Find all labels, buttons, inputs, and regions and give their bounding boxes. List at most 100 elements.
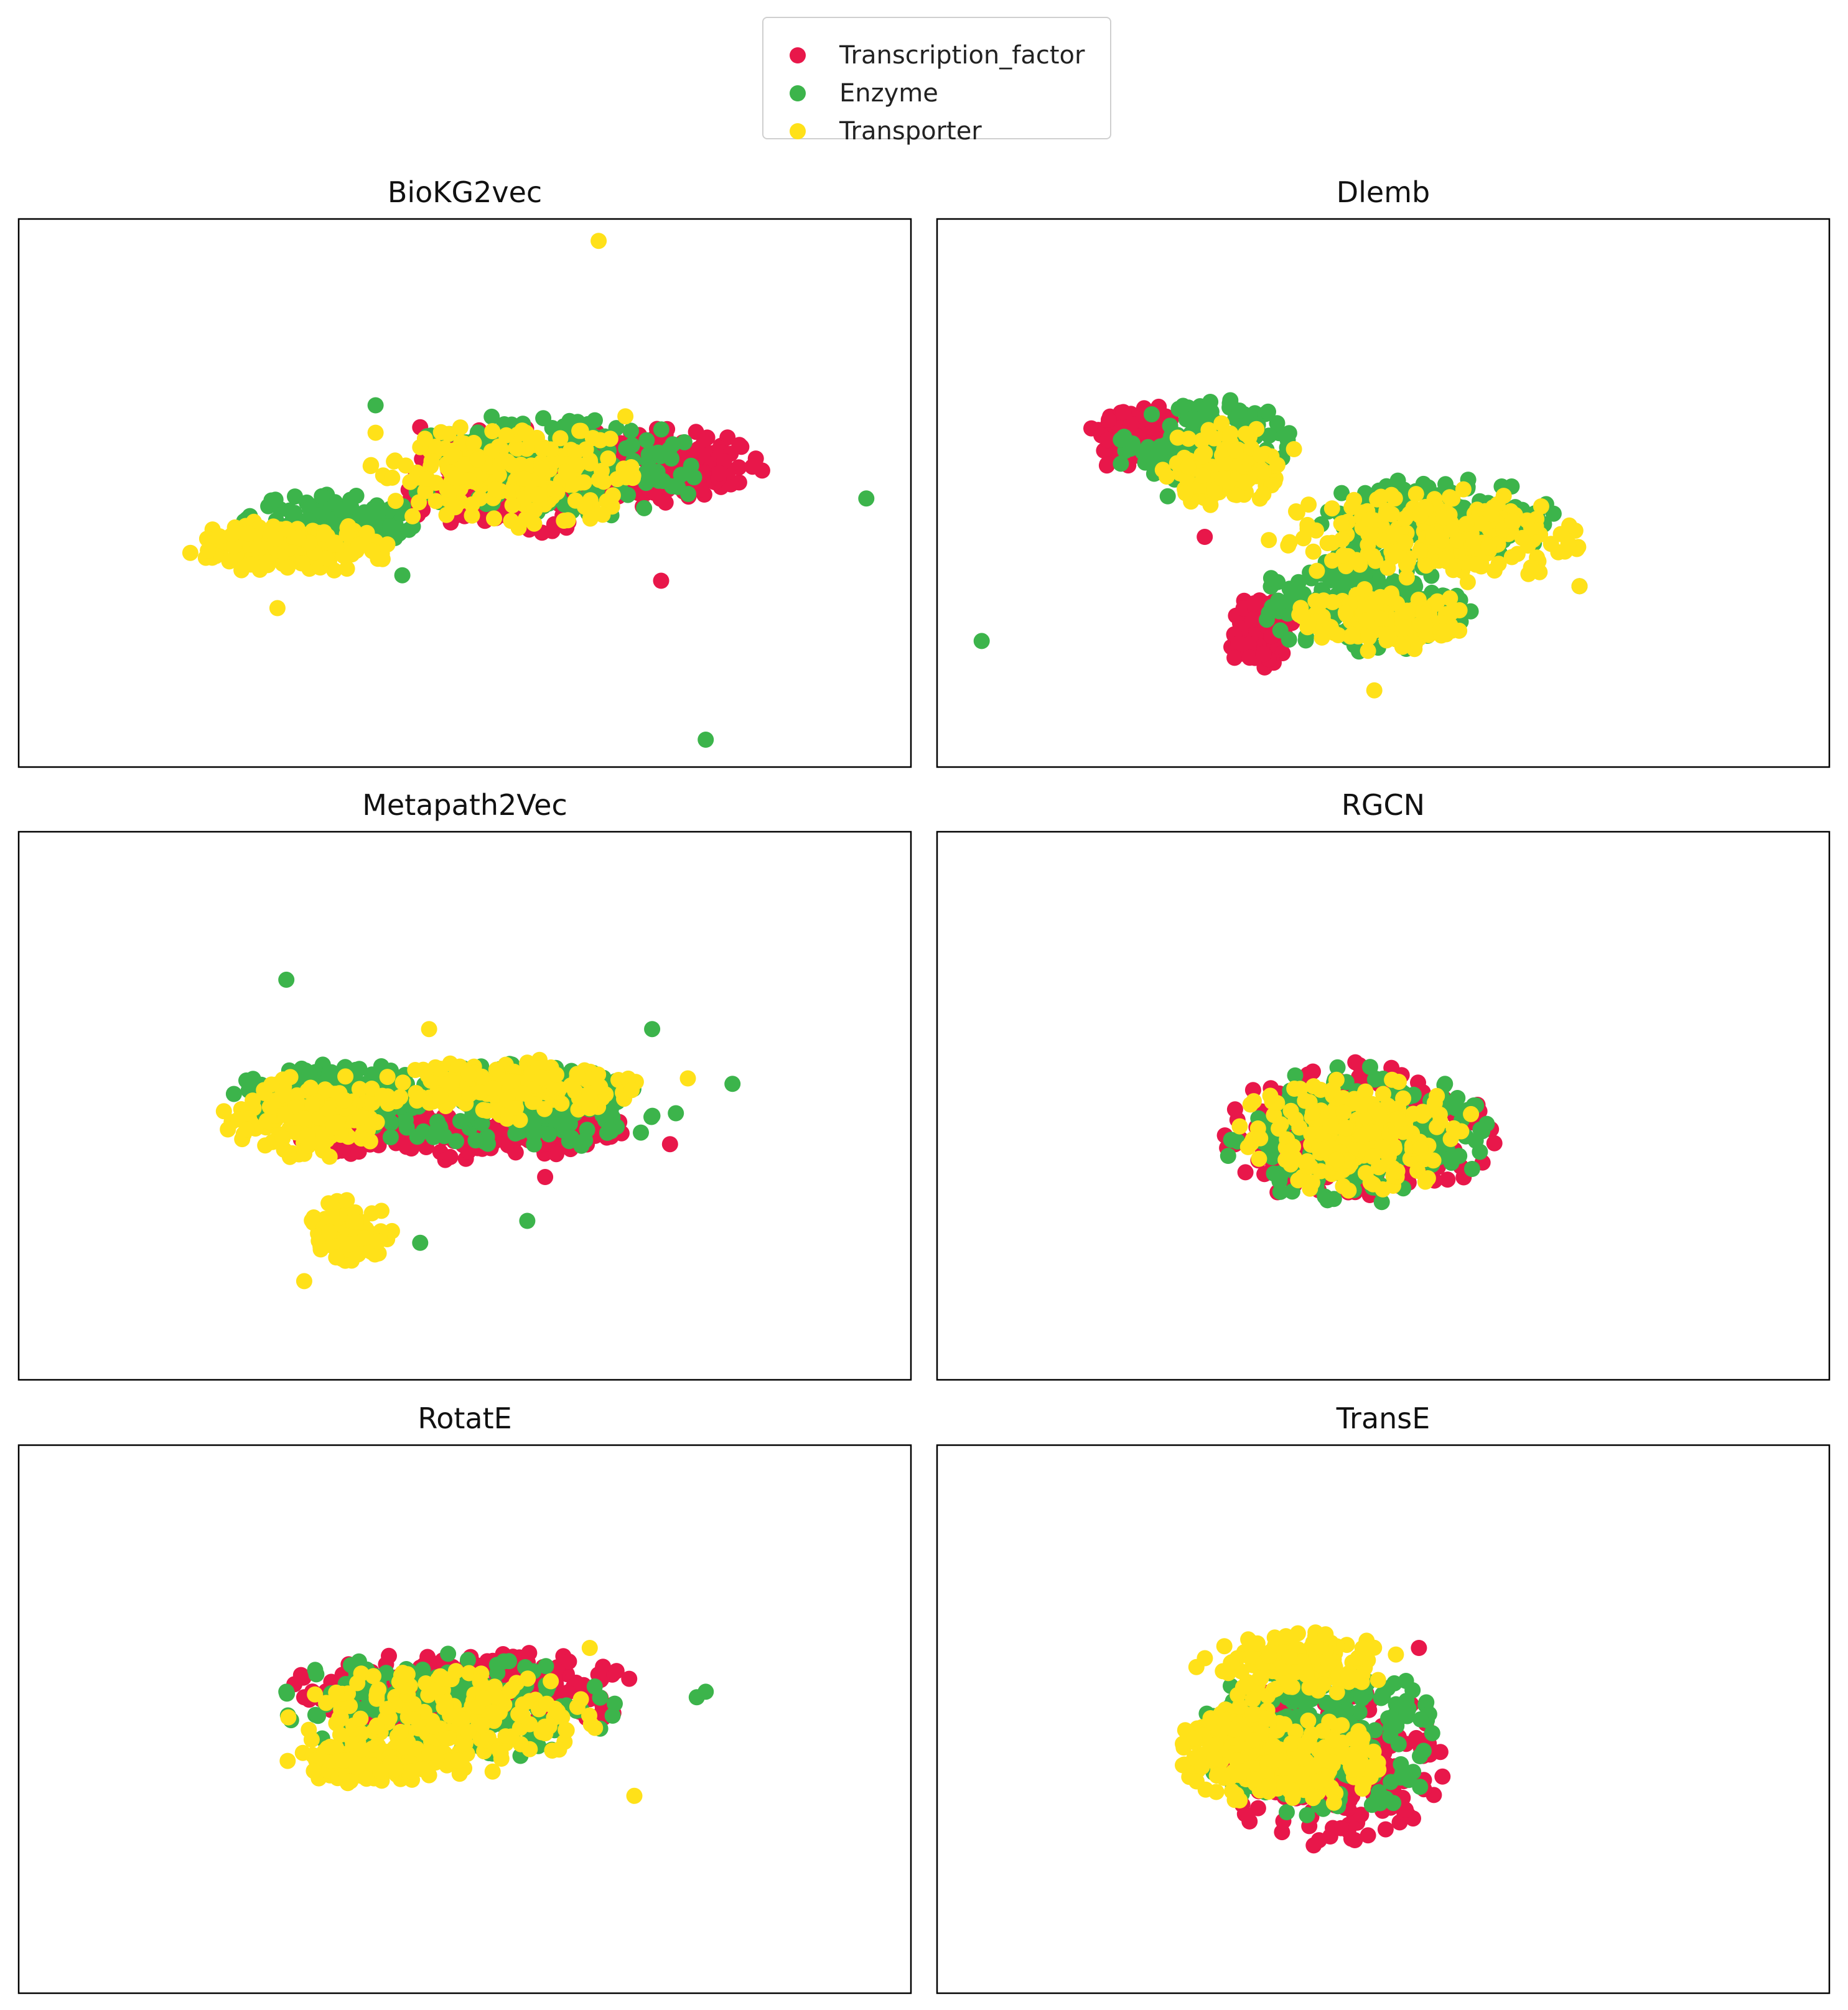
scatter-point — [1113, 455, 1129, 472]
scatter-point — [1290, 1172, 1307, 1189]
scatter-outlier — [661, 1136, 678, 1153]
scatter-point — [485, 1102, 502, 1119]
scatter-point — [1344, 626, 1361, 643]
scatter-point — [374, 1087, 391, 1104]
scatter-point — [668, 1105, 684, 1122]
scatter-point — [349, 1675, 366, 1691]
scatter-point — [1360, 1827, 1376, 1844]
scatter-point — [1351, 1068, 1368, 1085]
scatter-point — [534, 441, 551, 457]
scatter-point — [312, 1241, 329, 1258]
plot-frame — [936, 1444, 1831, 1994]
scatter-point — [274, 1087, 291, 1104]
scatter-point — [1309, 562, 1325, 579]
scatter-point — [257, 1137, 274, 1154]
scatter-point — [467, 1132, 484, 1149]
scatter-point — [225, 526, 241, 542]
scatter-point — [1437, 1076, 1454, 1092]
scatter-outlier — [412, 1234, 429, 1251]
scatter-point — [342, 1773, 359, 1789]
scatter-point — [460, 472, 477, 488]
scatter-point — [1348, 552, 1365, 569]
scatter-point — [1177, 485, 1194, 501]
scatter-point — [321, 1148, 338, 1165]
plot-frame — [17, 218, 912, 768]
scatter-point — [452, 1113, 469, 1130]
scatter-point — [486, 510, 502, 527]
scatter-point — [1406, 636, 1423, 653]
scatter-point — [439, 481, 455, 498]
scatter-outlier — [367, 424, 384, 441]
scatter-point — [663, 450, 679, 467]
scatter-point — [543, 1673, 559, 1690]
scatter-point — [301, 1721, 317, 1738]
scatter-point — [1206, 482, 1223, 498]
scatter-point — [1302, 1180, 1318, 1197]
scatter-point — [1495, 488, 1512, 505]
scatter-point — [1338, 1120, 1354, 1137]
scatter-outlier — [1411, 1640, 1427, 1656]
scatter-point — [509, 440, 526, 457]
panel-title-dlemb: Dlemb — [1336, 175, 1430, 209]
scatter-point — [1322, 1118, 1339, 1134]
scatter-point — [581, 1707, 597, 1724]
scatter-outlier — [1366, 682, 1383, 699]
scatter-point — [444, 447, 460, 464]
scatter-point — [1337, 604, 1354, 621]
scatter-outlier — [367, 397, 384, 414]
scatter-point — [437, 1698, 454, 1715]
scatter-point — [1412, 1140, 1429, 1156]
scatter-outlier — [215, 1103, 232, 1120]
scatter-point — [1241, 636, 1258, 653]
scatter-point — [488, 1061, 505, 1078]
scatter-point — [484, 423, 501, 440]
scatter-point — [680, 486, 696, 502]
scatter-point — [1291, 1119, 1308, 1136]
scatter-point — [404, 508, 421, 524]
scatter-point — [618, 440, 635, 457]
scatter-point — [1214, 470, 1231, 486]
scatter-point — [533, 460, 550, 477]
scatter-point — [1445, 1120, 1462, 1137]
scatter-outlier — [973, 633, 990, 649]
scatter-point — [379, 536, 396, 553]
scatter-point — [421, 1744, 438, 1761]
scatter-point — [569, 1066, 586, 1082]
scatter-outlier — [581, 1640, 598, 1656]
scatter-point — [211, 528, 228, 545]
scatter-point — [348, 1214, 364, 1231]
scatter-point — [326, 562, 343, 579]
scatter-point — [1398, 603, 1414, 620]
scatter-point — [567, 444, 584, 460]
scatter-point — [483, 443, 500, 460]
scatter-point — [1445, 1094, 1462, 1110]
scatter-point — [407, 1062, 424, 1078]
scatter-point — [711, 465, 727, 482]
scatter-point — [556, 513, 572, 529]
scatter-point — [1465, 533, 1482, 549]
scatter-point — [521, 1716, 538, 1733]
scatter-point — [352, 1710, 369, 1727]
scatter-point — [665, 436, 681, 453]
scatter-point — [427, 493, 444, 509]
scatter-point — [594, 506, 611, 523]
scatter-point — [394, 1074, 411, 1091]
scatter-point — [558, 1721, 574, 1738]
scatter-point — [1467, 556, 1484, 573]
scatter-point — [1312, 1163, 1329, 1179]
scatter-point — [508, 1100, 525, 1116]
scatter-point — [1281, 580, 1298, 597]
scatter-point — [694, 447, 711, 463]
scatter-point — [664, 478, 681, 495]
scatter-point — [1288, 503, 1304, 519]
scatter-point — [419, 470, 436, 487]
scatter-point — [225, 1086, 242, 1102]
scatter-point — [1175, 398, 1192, 414]
scatter-point — [1463, 1161, 1480, 1177]
scatter-point — [221, 553, 238, 570]
scatter-point — [436, 1670, 453, 1687]
scatter-outlier — [698, 1683, 714, 1700]
scatter-point — [1322, 619, 1339, 635]
scatter-point — [1374, 532, 1391, 549]
